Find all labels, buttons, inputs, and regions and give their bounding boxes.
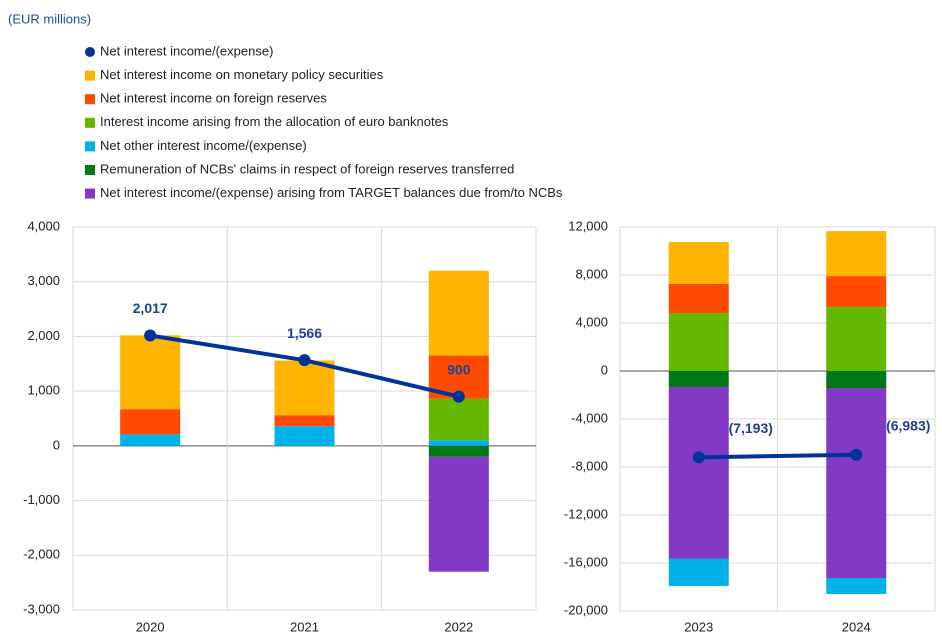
legend-marker bbox=[85, 188, 95, 199]
y-tick-label: -20,000 bbox=[564, 602, 608, 617]
x-tick-label: 2020 bbox=[136, 619, 165, 634]
line-marker bbox=[298, 354, 311, 367]
legend-label: Remuneration of NCBs' claims in respect … bbox=[100, 161, 514, 176]
legend-marker bbox=[85, 94, 95, 105]
y-tick-label: 8,000 bbox=[575, 266, 608, 281]
bar-segment bbox=[826, 578, 887, 594]
bar-segment bbox=[428, 398, 489, 441]
legend-label: Net interest income/(expense) bbox=[100, 43, 273, 58]
bar-segment bbox=[668, 242, 729, 284]
x-tick-label: 2021 bbox=[290, 619, 319, 634]
bar-segment bbox=[668, 371, 729, 387]
x-tick-label: 2024 bbox=[842, 619, 871, 634]
y-tick-label: -1,000 bbox=[23, 492, 60, 507]
x-tick-label: 2023 bbox=[684, 619, 713, 634]
bar-segment bbox=[428, 270, 489, 356]
y-tick-label: 2,000 bbox=[27, 328, 60, 343]
data-label: (7,193) bbox=[729, 420, 773, 436]
y-tick-label: -8,000 bbox=[571, 458, 608, 473]
bar-segment bbox=[428, 445, 489, 457]
y-tick-label: -12,000 bbox=[564, 506, 608, 521]
y-tick-label: -2,000 bbox=[23, 547, 60, 562]
unit-label: (EUR millions) bbox=[8, 11, 91, 26]
y-tick-label: 0 bbox=[53, 437, 60, 452]
bar-segment bbox=[120, 409, 181, 435]
legend-label: Interest income arising from the allocat… bbox=[100, 114, 449, 129]
data-label: 1,566 bbox=[287, 325, 322, 341]
legend-label: Net interest income on foreign reserves bbox=[100, 91, 327, 106]
y-tick-label: 12,000 bbox=[568, 218, 608, 233]
line-marker bbox=[850, 448, 863, 461]
legend-marker bbox=[85, 70, 95, 81]
line bbox=[698, 452, 857, 460]
bar-segment bbox=[826, 231, 887, 277]
bar-segment bbox=[826, 371, 887, 389]
bar-segment bbox=[274, 360, 335, 416]
y-tick-label: 4,000 bbox=[575, 314, 608, 329]
y-tick-label: 3,000 bbox=[27, 273, 60, 288]
bar-segment bbox=[826, 388, 887, 578]
bar-segment bbox=[826, 276, 887, 308]
legend-marker bbox=[85, 117, 95, 128]
y-tick-label: 4,000 bbox=[27, 218, 60, 233]
y-tick-label: 0 bbox=[601, 362, 608, 377]
y-tick-label: -16,000 bbox=[564, 554, 608, 569]
bar-segment bbox=[826, 307, 887, 371]
bar-segment bbox=[668, 558, 729, 586]
bar-segment bbox=[274, 426, 335, 446]
y-tick-label: -4,000 bbox=[571, 410, 608, 425]
bar-segment bbox=[428, 456, 489, 572]
line-marker bbox=[452, 390, 465, 403]
bar-segment bbox=[274, 415, 335, 427]
legend-marker bbox=[85, 47, 95, 57]
data-label: 2,017 bbox=[133, 300, 168, 316]
legend-marker bbox=[85, 141, 95, 152]
bar-segment bbox=[668, 284, 729, 314]
legend-marker bbox=[85, 165, 95, 175]
bar-segment bbox=[668, 313, 729, 371]
bar-segment bbox=[428, 440, 489, 446]
legend-label: Net other interest income/(expense) bbox=[100, 138, 307, 153]
y-tick-label: -3,000 bbox=[23, 601, 60, 616]
legend-label: Net interest income on monetary policy s… bbox=[100, 67, 384, 82]
line-marker bbox=[692, 451, 705, 464]
line-marker bbox=[144, 329, 157, 342]
legend-label: Net interest income/(expense) arising fr… bbox=[100, 185, 563, 200]
data-label: 900 bbox=[447, 361, 471, 377]
bar-segment bbox=[120, 434, 181, 446]
bar-segment bbox=[120, 335, 181, 410]
data-label: (6,983) bbox=[886, 417, 930, 433]
y-tick-label: 1,000 bbox=[27, 383, 60, 398]
bar-segment bbox=[668, 386, 729, 559]
x-tick-label: 2022 bbox=[444, 619, 473, 634]
